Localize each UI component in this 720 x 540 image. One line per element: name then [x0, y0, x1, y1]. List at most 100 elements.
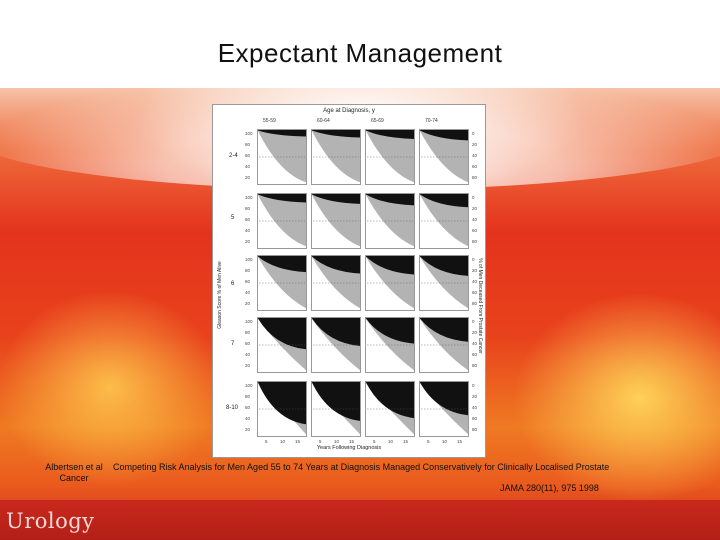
y-tick-label: 60: [245, 405, 251, 410]
survival-panel: [311, 255, 361, 311]
x-tick-label: 5: [427, 439, 430, 444]
y-tick-label: 40: [472, 279, 478, 284]
y-tick-label: 0: [472, 319, 475, 324]
x-tick-label: 5: [373, 439, 376, 444]
urology-logo: Urology: [6, 509, 95, 533]
citation-title: Competing Risk Analysis for Men Aged 55 …: [113, 462, 610, 472]
y-tick-label: 20: [472, 206, 478, 211]
x-tick-label: 15: [349, 439, 355, 444]
figure-header: Age at Diagnosis, y: [323, 108, 375, 114]
survival-panel: [257, 193, 307, 249]
y-tick-label: 100: [245, 257, 253, 262]
survival-panel: [365, 129, 415, 185]
survival-figure: Age at Diagnosis, y 55-59 60-64 65-69 70…: [212, 104, 486, 458]
footer-band: [0, 500, 720, 540]
y-tick-label: 40: [245, 164, 251, 169]
x-tick-label: 10: [442, 439, 448, 444]
y-tick-label: 20: [245, 427, 251, 432]
survival-panel: [257, 317, 307, 373]
survival-panel: [419, 255, 469, 311]
y-tick-label: 60: [245, 153, 251, 158]
x-tick-label: 15: [295, 439, 301, 444]
y-tick-label: 80: [472, 301, 478, 306]
x-tick-label: 10: [334, 439, 340, 444]
y-tick-label: 0: [472, 131, 475, 136]
x-tick-label: 5: [265, 439, 268, 444]
survival-panel: [365, 317, 415, 373]
survival-panel: [311, 317, 361, 373]
age-group-label: 55-59: [263, 118, 276, 124]
survival-panel: [365, 193, 415, 249]
survival-panel: [419, 381, 469, 437]
survival-panel: [311, 129, 361, 185]
age-group-label: 65-69: [371, 118, 384, 124]
y-tick-label: 80: [245, 394, 251, 399]
y-tick-label: 100: [245, 319, 253, 324]
gleason-group-label: 7: [231, 341, 235, 347]
y-tick-label: 40: [245, 228, 251, 233]
y-axis-left-label: Gleason Score % of Men Alive: [217, 261, 223, 329]
y-tick-label: 40: [472, 405, 478, 410]
survival-panel: [365, 255, 415, 311]
age-group-label: 60-64: [317, 118, 330, 124]
survival-panel: [365, 381, 415, 437]
y-tick-label: 40: [472, 217, 478, 222]
y-tick-label: 20: [245, 363, 251, 368]
y-tick-label: 20: [472, 268, 478, 273]
citation-author: Albertsen et al Cancer: [45, 462, 103, 483]
y-tick-label: 60: [472, 164, 478, 169]
y-tick-label: 40: [472, 341, 478, 346]
y-tick-label: 100: [245, 383, 253, 388]
survival-panel: [419, 129, 469, 185]
y-tick-label: 60: [472, 228, 478, 233]
y-tick-label: 40: [245, 352, 251, 357]
x-tick-label: 10: [280, 439, 286, 444]
y-tick-label: 60: [472, 416, 478, 421]
survival-panel: [257, 381, 307, 437]
survival-panel: [257, 255, 307, 311]
slide-title: Expectant Management: [217, 38, 503, 68]
age-group-label: 70-74: [425, 118, 438, 124]
y-tick-label: 100: [245, 131, 253, 136]
y-tick-label: 100: [245, 195, 253, 200]
y-tick-label: 20: [245, 239, 251, 244]
gleason-group-label: 6: [231, 281, 235, 287]
y-tick-label: 80: [472, 175, 478, 180]
gleason-group-label: 8-10: [226, 405, 239, 411]
y-tick-label: 80: [245, 142, 251, 147]
y-tick-label: 40: [472, 153, 478, 158]
y-tick-label: 20: [472, 142, 478, 147]
y-tick-label: 20: [472, 394, 478, 399]
citation-journal: JAMA 280(11), 975 1998: [500, 483, 599, 493]
gleason-group-label: 5: [231, 215, 235, 221]
y-tick-label: 20: [245, 175, 251, 180]
y-tick-label: 0: [472, 195, 475, 200]
gleason-group-label: 2-4: [229, 153, 238, 159]
y-tick-label: 60: [472, 352, 478, 357]
x-axis-label: Years Following Diagnosis: [316, 445, 382, 451]
x-tick-label: 10: [388, 439, 394, 444]
y-tick-label: 80: [472, 427, 478, 432]
y-tick-label: 80: [472, 239, 478, 244]
y-tick-label: 60: [245, 217, 251, 222]
y-tick-label: 60: [472, 290, 478, 295]
survival-panel: [311, 381, 361, 437]
y-tick-label: 80: [472, 363, 478, 368]
y-tick-label: 80: [245, 330, 251, 335]
x-tick-label: 5: [319, 439, 322, 444]
survival-panel: [419, 193, 469, 249]
x-tick-label: 15: [403, 439, 409, 444]
x-tick-label: 15: [457, 439, 463, 444]
y-tick-label: 40: [245, 416, 251, 421]
y-tick-label: 20: [472, 330, 478, 335]
survival-panel: [419, 317, 469, 373]
y-tick-label: 20: [245, 301, 251, 306]
y-tick-label: 40: [245, 290, 251, 295]
survival-panel: [257, 129, 307, 185]
y-tick-label: 80: [245, 268, 251, 273]
y-tick-label: 0: [472, 383, 475, 388]
y-tick-label: 60: [245, 279, 251, 284]
y-tick-label: 80: [245, 206, 251, 211]
y-tick-label: 0: [472, 257, 475, 262]
